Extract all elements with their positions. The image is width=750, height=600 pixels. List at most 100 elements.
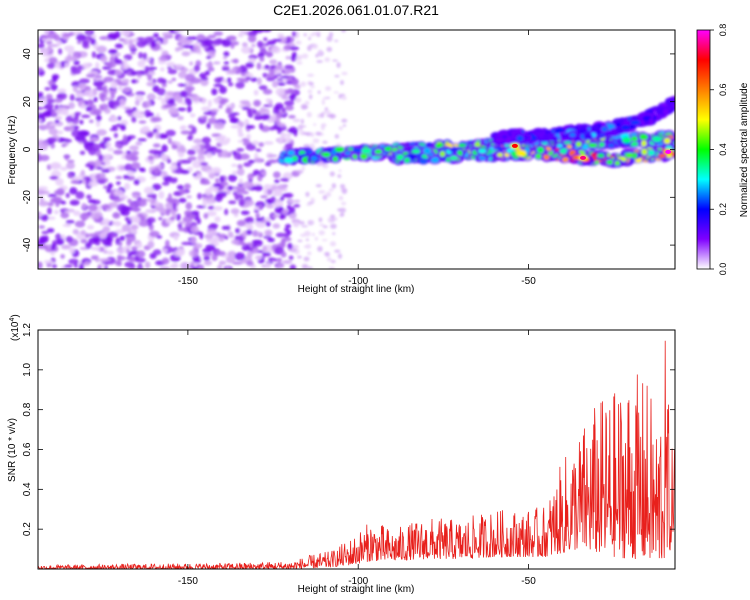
noise-speckle xyxy=(223,61,230,65)
noise-speckle xyxy=(218,104,223,109)
noise-speckle xyxy=(144,65,149,74)
noise-speckle xyxy=(230,125,241,129)
noise-speckle xyxy=(79,119,84,125)
noise-speckle xyxy=(198,264,205,269)
noise-speckle xyxy=(176,184,184,190)
noise-speckle xyxy=(296,126,302,130)
noise-speckle xyxy=(46,216,56,220)
noise-speckle xyxy=(266,76,276,82)
noise-speckle xyxy=(88,237,99,245)
noise-speckle xyxy=(275,64,284,72)
noise-speckle xyxy=(329,241,337,247)
noise-speckle xyxy=(146,81,156,87)
noise-speckle xyxy=(326,114,334,118)
spectrogram-x-axis-label: Height of straight line (km) xyxy=(298,284,415,295)
noise-speckle xyxy=(338,195,344,201)
noise-speckle xyxy=(315,131,322,136)
noise-speckle xyxy=(125,150,132,155)
colorbar-tick-label: 0.8 xyxy=(718,24,728,37)
noise-speckle xyxy=(214,77,223,84)
noise-speckle xyxy=(284,133,293,137)
noise-speckle xyxy=(325,191,332,198)
noise-speckle xyxy=(239,121,245,128)
noise-speckle xyxy=(329,32,334,38)
noise-speckle xyxy=(192,173,198,177)
noise-speckle xyxy=(48,44,59,48)
noise-speckle xyxy=(176,213,181,221)
band-core xyxy=(537,146,544,154)
noise-speckle xyxy=(214,216,221,223)
noise-speckle xyxy=(69,199,80,206)
noise-speckle xyxy=(90,38,96,46)
noise-speckle xyxy=(225,266,231,269)
noise-speckle xyxy=(241,106,250,111)
noise-speckle xyxy=(146,100,152,108)
band-core xyxy=(449,155,458,161)
noise-speckle xyxy=(273,258,278,262)
noise-speckle xyxy=(152,143,161,148)
noise-speckle xyxy=(276,264,285,268)
noise-speckle xyxy=(180,262,190,269)
band-core xyxy=(622,137,632,144)
noise-speckle xyxy=(60,166,68,171)
noise-speckle xyxy=(341,201,347,206)
noise-speckle xyxy=(167,137,172,145)
noise-speckle xyxy=(274,179,280,184)
noise-speckle xyxy=(241,242,247,247)
noise-speckle xyxy=(269,59,278,65)
noise-speckle xyxy=(202,252,213,257)
noise-speckle xyxy=(69,247,76,254)
noise-speckle xyxy=(116,181,121,186)
noise-speckle xyxy=(73,210,81,216)
noise-speckle xyxy=(227,231,234,238)
band-core xyxy=(597,153,605,158)
noise-speckle xyxy=(193,259,202,263)
noise-speckle xyxy=(203,212,209,219)
y-tick-label: 40 xyxy=(22,48,33,60)
noise-speckle xyxy=(121,65,129,70)
noise-speckle xyxy=(116,247,127,254)
band-core xyxy=(334,146,345,152)
noise-speckle xyxy=(66,162,75,170)
noise-speckle xyxy=(113,198,122,203)
noise-speckle xyxy=(211,88,218,96)
noise-speckle xyxy=(318,230,326,236)
noise-speckle xyxy=(338,93,346,97)
noise-speckle xyxy=(97,264,102,269)
noise-speckle xyxy=(138,51,143,59)
highlight-spot xyxy=(580,155,587,160)
noise-speckle xyxy=(106,62,117,69)
noise-speckle xyxy=(135,91,146,96)
noise-speckle xyxy=(179,144,186,153)
noise-speckle xyxy=(228,200,237,205)
noise-speckle xyxy=(328,266,335,269)
noise-speckle xyxy=(211,254,218,262)
band-core xyxy=(360,152,368,160)
noise-speckle xyxy=(110,100,121,107)
noise-speckle xyxy=(141,198,147,202)
noise-speckle xyxy=(213,31,224,36)
noise-speckle xyxy=(124,261,134,268)
noise-speckle xyxy=(221,39,232,47)
noise-speckle xyxy=(283,192,294,198)
noise-speckle xyxy=(213,61,221,65)
noise-speckle xyxy=(228,174,238,182)
noise-speckle xyxy=(296,61,303,65)
noise-speckle xyxy=(63,264,73,269)
noise-speckle xyxy=(300,118,305,125)
noise-speckle xyxy=(253,89,259,96)
band-core xyxy=(478,148,487,154)
noise-speckle xyxy=(289,93,297,102)
noise-speckle xyxy=(251,239,263,244)
noise-speckle xyxy=(210,108,220,113)
noise-speckle xyxy=(334,134,340,139)
noise-speckle xyxy=(233,152,242,160)
band-core xyxy=(516,135,524,142)
band-core xyxy=(607,143,615,148)
noise-speckle xyxy=(96,129,107,136)
highlight-spot xyxy=(511,143,518,148)
noise-speckle xyxy=(204,142,211,150)
noise-speckle xyxy=(165,61,176,67)
noise-speckle xyxy=(186,149,196,156)
noise-speckle xyxy=(282,172,293,180)
